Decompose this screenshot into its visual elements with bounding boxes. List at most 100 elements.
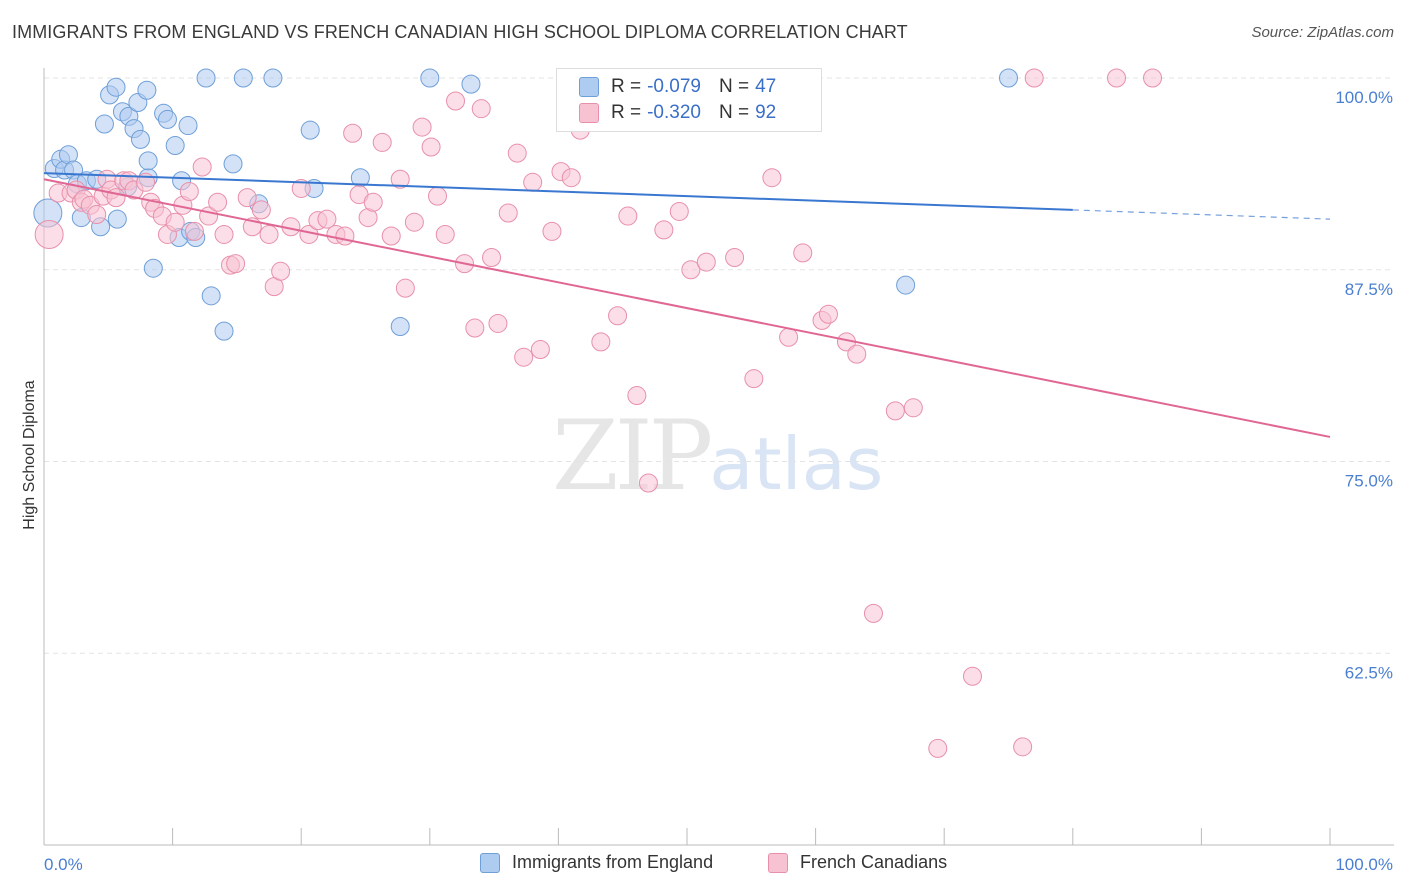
legend-item-french-canadians[interactable]: French Canadians (768, 852, 947, 873)
point-french-canadian (779, 327, 799, 347)
point-england (420, 68, 440, 88)
point-french-canadian (1143, 68, 1163, 88)
point-french-canadian (514, 347, 534, 367)
grid-lines (44, 77, 1394, 654)
point-french-canadian (618, 206, 638, 226)
point-french-canadian (561, 168, 581, 188)
axes (43, 68, 1394, 846)
point-england (157, 109, 177, 129)
point-french-canadian (184, 221, 204, 241)
point-french-canadian (363, 192, 383, 212)
point-french-canadian (317, 209, 337, 229)
point-french-canadian (208, 192, 228, 212)
point-french-canadian (725, 247, 745, 267)
point-england (201, 286, 221, 306)
trend-line-french-canadians (43, 178, 1331, 438)
legend-swatch-french-canadians (768, 852, 788, 873)
point-french-canadian (507, 143, 527, 163)
point-england (94, 114, 114, 134)
point-french-canadian (744, 369, 764, 389)
point-england (130, 129, 150, 149)
stats-legend: R = -0.079 N = 47 R = -0.320 N = 92 (556, 68, 822, 132)
trend-line-england (43, 172, 1073, 211)
point-england (143, 258, 163, 278)
tick-labels: 100.0% 87.5% 75.0% 62.5% 0.0% 100.0% (44, 88, 1393, 874)
point-french-canadian (179, 182, 199, 202)
point-french-canadian (237, 188, 257, 208)
point-england (461, 74, 481, 94)
legend-r-label: R = (611, 76, 642, 97)
x-tick-label: 0.0% (44, 855, 83, 874)
point-french-canadian (34, 219, 64, 249)
point-french-canadian (962, 666, 982, 686)
legend-r-label: R = (611, 102, 642, 123)
legend-row-england: R = -0.079 N = 47 (579, 74, 776, 100)
point-french-canadian (435, 224, 455, 244)
point-french-canadian (818, 304, 838, 324)
legend-n-value: 47 (755, 76, 777, 97)
point-french-canadian (412, 117, 432, 137)
legend-swatch-england (579, 77, 599, 97)
point-french-canadian (608, 306, 628, 326)
legend-n-label: N = (718, 76, 750, 97)
watermark: ZIPatlas (552, 400, 883, 512)
point-french-canadian (446, 91, 466, 111)
point-england (896, 275, 916, 295)
legend-row-french-canadians: R = -0.320 N = 92 (579, 100, 776, 126)
x-tick-label: 100.0% (1335, 855, 1393, 874)
point-french-canadian (291, 178, 311, 198)
point-england (300, 120, 320, 140)
point-french-canadian (395, 278, 415, 298)
legend-item-england[interactable]: Immigrants from England (480, 852, 713, 873)
point-french-canadian (1024, 68, 1044, 88)
point-french-canadian (863, 603, 883, 623)
point-england (165, 135, 185, 155)
point-french-canadian (498, 203, 518, 223)
point-french-canadian (762, 168, 782, 188)
legend-label-england: Immigrants from England (512, 852, 714, 872)
point-england (999, 68, 1018, 88)
point-french-canadian (372, 132, 392, 152)
point-england (223, 154, 243, 174)
y-tick-label: 87.5% (1345, 280, 1393, 299)
point-england (390, 317, 410, 337)
legend-swatch-england (480, 852, 500, 873)
legend-n-label: N = (718, 102, 750, 123)
point-french-canadian (885, 401, 905, 421)
point-french-canadian (482, 247, 502, 267)
point-french-canadian (1107, 68, 1127, 88)
data-points (33, 68, 1163, 758)
point-french-canadian (214, 224, 234, 244)
trend-extension-england (1072, 209, 1331, 220)
chart-title: IMMIGRANTS FROM ENGLAND VS FRENCH CANADI… (12, 22, 908, 42)
point-england (107, 209, 127, 229)
point-french-canadian (465, 318, 485, 338)
point-french-canadian (343, 123, 363, 143)
point-french-canadian (627, 386, 647, 406)
point-england (137, 80, 157, 100)
point-french-canadian (106, 188, 126, 208)
point-french-canadian (471, 99, 491, 119)
point-french-canadian (654, 220, 674, 240)
point-french-canadian (404, 212, 424, 232)
point-french-canadian (251, 200, 271, 220)
y-tick-label: 100.0% (1335, 88, 1393, 107)
point-french-canadian (428, 186, 448, 206)
watermark-atlas: atlas (709, 422, 884, 506)
point-french-canadian (530, 340, 550, 360)
point-french-canadian (87, 205, 107, 225)
point-england (196, 68, 216, 88)
point-french-canadian (847, 344, 867, 364)
point-england (106, 77, 126, 97)
point-french-canadian (523, 172, 543, 192)
point-french-canadian (1013, 737, 1033, 757)
point-french-canadian (421, 137, 441, 157)
point-french-canadian (669, 201, 689, 221)
legend-label-french-canadians: French Canadians (800, 852, 948, 872)
point-french-canadian (335, 226, 355, 246)
point-french-canadian (591, 332, 611, 352)
legend-n-value: 92 (755, 102, 777, 123)
source-label: Source: ZipAtlas.com (1251, 24, 1394, 41)
point-french-canadian (226, 254, 246, 274)
